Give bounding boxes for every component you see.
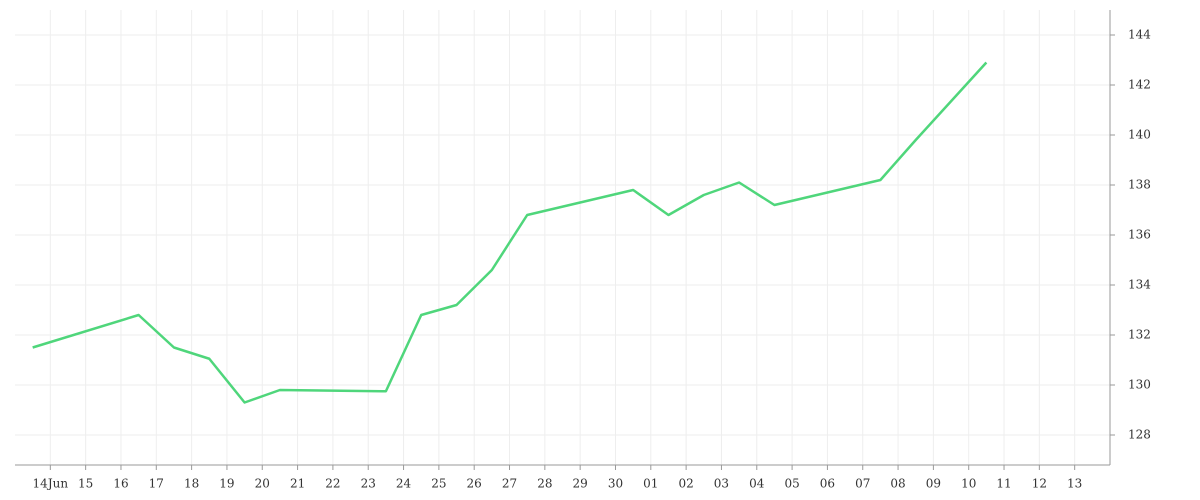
x-tick-label: 16 bbox=[113, 477, 128, 491]
y-tick-label: 140 bbox=[1128, 128, 1151, 142]
x-tick-label: 10 bbox=[961, 477, 976, 491]
y-tick-label: 128 bbox=[1128, 428, 1151, 442]
y-tick-label: 134 bbox=[1128, 278, 1151, 292]
x-tick-label: 21 bbox=[290, 477, 305, 491]
y-tick-label: 138 bbox=[1128, 178, 1151, 192]
x-tick-label: 28 bbox=[537, 477, 552, 491]
x-tick-label: 17 bbox=[149, 477, 164, 491]
x-tick-label: 12 bbox=[1032, 477, 1047, 491]
y-tick-label: 130 bbox=[1128, 378, 1151, 392]
x-tick-label: 19 bbox=[219, 477, 234, 491]
x-tick-label: 02 bbox=[678, 477, 693, 491]
x-tick-label: 22 bbox=[325, 477, 340, 491]
y-tick-label: 142 bbox=[1128, 78, 1151, 92]
x-tick-label: 30 bbox=[608, 477, 623, 491]
x-tick-label: 26 bbox=[467, 477, 482, 491]
x-tick-label: 13 bbox=[1067, 477, 1082, 491]
x-tick-label: 04 bbox=[749, 477, 765, 491]
y-tick-label: 136 bbox=[1128, 228, 1151, 242]
x-tick-label: 07 bbox=[855, 477, 870, 491]
x-tick-label: 15 bbox=[78, 477, 93, 491]
x-tick-label: 05 bbox=[784, 477, 799, 491]
x-tick-label: 14Jun bbox=[33, 477, 69, 491]
x-tick-label: 11 bbox=[996, 477, 1011, 491]
x-tick-label: 23 bbox=[361, 477, 376, 491]
line-series bbox=[32, 61, 988, 404]
x-tick-label: 08 bbox=[890, 477, 905, 491]
y-tick-label: 144 bbox=[1128, 28, 1151, 42]
x-tick-label: 27 bbox=[502, 477, 517, 491]
x-tick-label: 20 bbox=[255, 477, 270, 491]
x-tick-label: 09 bbox=[926, 477, 941, 491]
y-tick-label: 132 bbox=[1128, 328, 1151, 342]
x-tick-label: 06 bbox=[820, 477, 835, 491]
x-tick-label: 01 bbox=[643, 477, 658, 491]
x-tick-label: 29 bbox=[573, 477, 588, 491]
x-tick-label: 25 bbox=[431, 477, 446, 491]
x-tick-label: 03 bbox=[714, 477, 729, 491]
x-tick-label: 18 bbox=[184, 477, 199, 491]
x-tick-label: 24 bbox=[396, 477, 412, 491]
